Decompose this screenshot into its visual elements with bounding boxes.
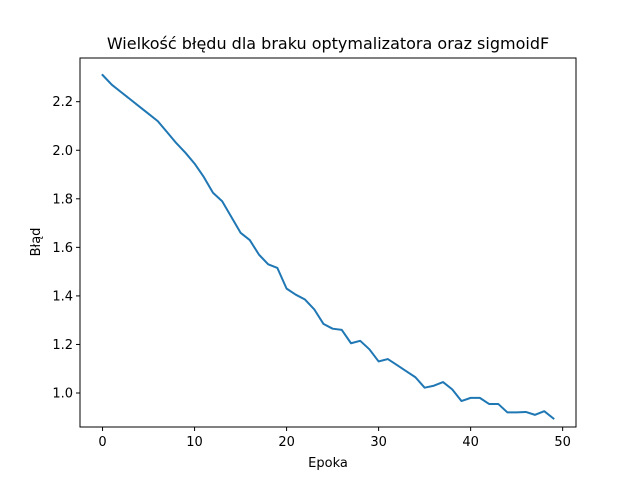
y-tick-label: 2.0 bbox=[52, 144, 73, 159]
plot-frame bbox=[79, 57, 577, 428]
chart-title: Wielkość błędu dla braku optymalizatora … bbox=[107, 34, 549, 53]
y-axis: 1.0 1.2 1.4 1.6 1.8 2.0 2.2 bbox=[52, 95, 80, 402]
x-tick-label: 0 bbox=[98, 435, 106, 450]
x-axis-label: Epoka bbox=[308, 456, 348, 471]
x-tick-label: 40 bbox=[462, 435, 479, 450]
y-tick-label: 2.2 bbox=[52, 95, 73, 110]
series-line bbox=[101, 73, 555, 420]
x-tick-label: 10 bbox=[186, 435, 203, 450]
x-tick-label: 30 bbox=[370, 435, 387, 450]
y-tick-label: 1.8 bbox=[52, 192, 73, 207]
y-tick-label: 1.2 bbox=[52, 338, 73, 353]
x-axis: 0 10 20 30 40 50 bbox=[98, 427, 571, 450]
y-tick-label: 1.0 bbox=[52, 387, 73, 402]
x-tick-label: 50 bbox=[554, 435, 571, 450]
y-axis-label: Błąd bbox=[29, 228, 44, 257]
y-tick-label: 1.6 bbox=[52, 241, 73, 256]
x-tick-label: 20 bbox=[278, 435, 295, 450]
y-tick-label: 1.4 bbox=[52, 289, 73, 304]
plot-area bbox=[101, 73, 555, 420]
